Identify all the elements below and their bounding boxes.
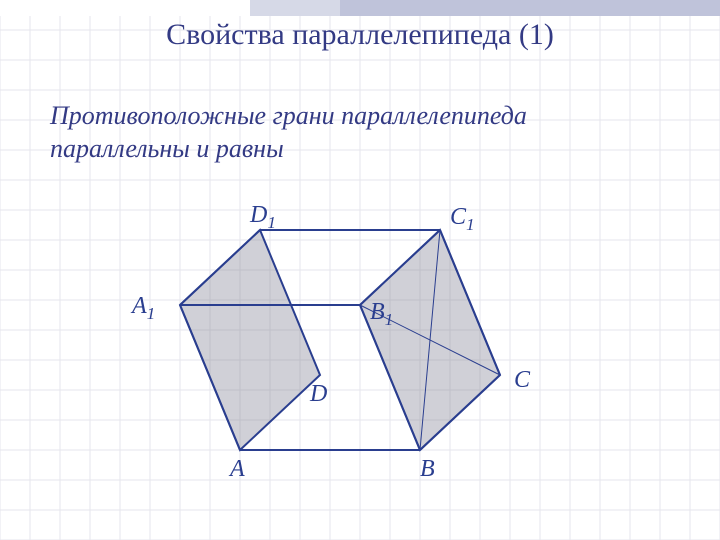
top-band-segment [250, 0, 340, 16]
slide: Свойства параллелепипеда (1) Противополо… [0, 0, 720, 540]
vertex-label-A: A [230, 456, 245, 483]
vertex-label-D: D [310, 381, 327, 408]
vertex-label-B: B [420, 456, 435, 483]
vertex-label-C: C [514, 367, 530, 394]
subtitle-text: Противоположные грани параллелепипеда па… [50, 101, 527, 163]
page-title: Свойства параллелепипеда (1) [0, 18, 720, 52]
vertex-label-B1: B1 [370, 299, 393, 330]
page-subtitle: Противоположные грани параллелепипеда па… [50, 100, 670, 165]
vertex-label-C1: C1 [450, 204, 475, 235]
parallelepiped-diagram: ABCDA1B1C1D1 [160, 200, 560, 480]
vertex-label-A1: A1 [132, 293, 155, 324]
top-band-segment [0, 0, 250, 16]
top-band [0, 0, 720, 16]
diagram-svg [160, 200, 560, 480]
title-text: Свойства параллелепипеда (1) [166, 18, 554, 51]
vertex-label-D1: D1 [250, 202, 276, 233]
top-band-segment [340, 0, 720, 16]
